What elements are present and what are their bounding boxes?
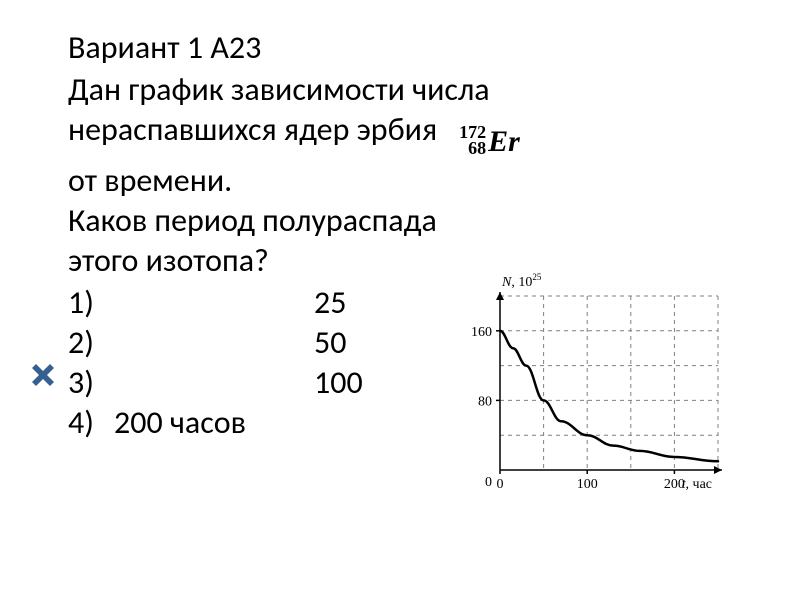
isotope-z: 68 [459,140,486,156]
option-value: 100 [314,363,363,403]
option-number: 1) [68,283,114,323]
cross-icon [30,362,56,388]
text-line-3: от времени. [68,161,750,201]
decay-chart: 0100200801600N, 1025t, час [448,270,728,500]
svg-text:160: 160 [471,325,492,340]
option-value: 25 [314,283,346,323]
text-line-4: Каков период полураспада [68,201,750,241]
isotope-symbol: 172 68 Er [459,123,520,161]
text-line-1: Дан график зависимости числа [68,70,750,110]
isotope-element: Er [488,123,520,161]
option-number: 3) [68,363,114,403]
svg-text:80: 80 [478,394,492,409]
option-value: 200 часов [114,403,246,443]
svg-text:0: 0 [497,477,504,492]
svg-text:t, час: t, час [682,477,712,492]
svg-text:0: 0 [485,475,492,490]
option-number: 4) [68,403,114,443]
option-value: 50 [314,323,346,363]
text-line-2: нераспавшихся ядер эрбия [68,110,437,150]
page-title: Вариант 1 А23 [68,28,750,68]
svg-text:100: 100 [577,477,598,492]
option-number: 2) [68,323,114,363]
